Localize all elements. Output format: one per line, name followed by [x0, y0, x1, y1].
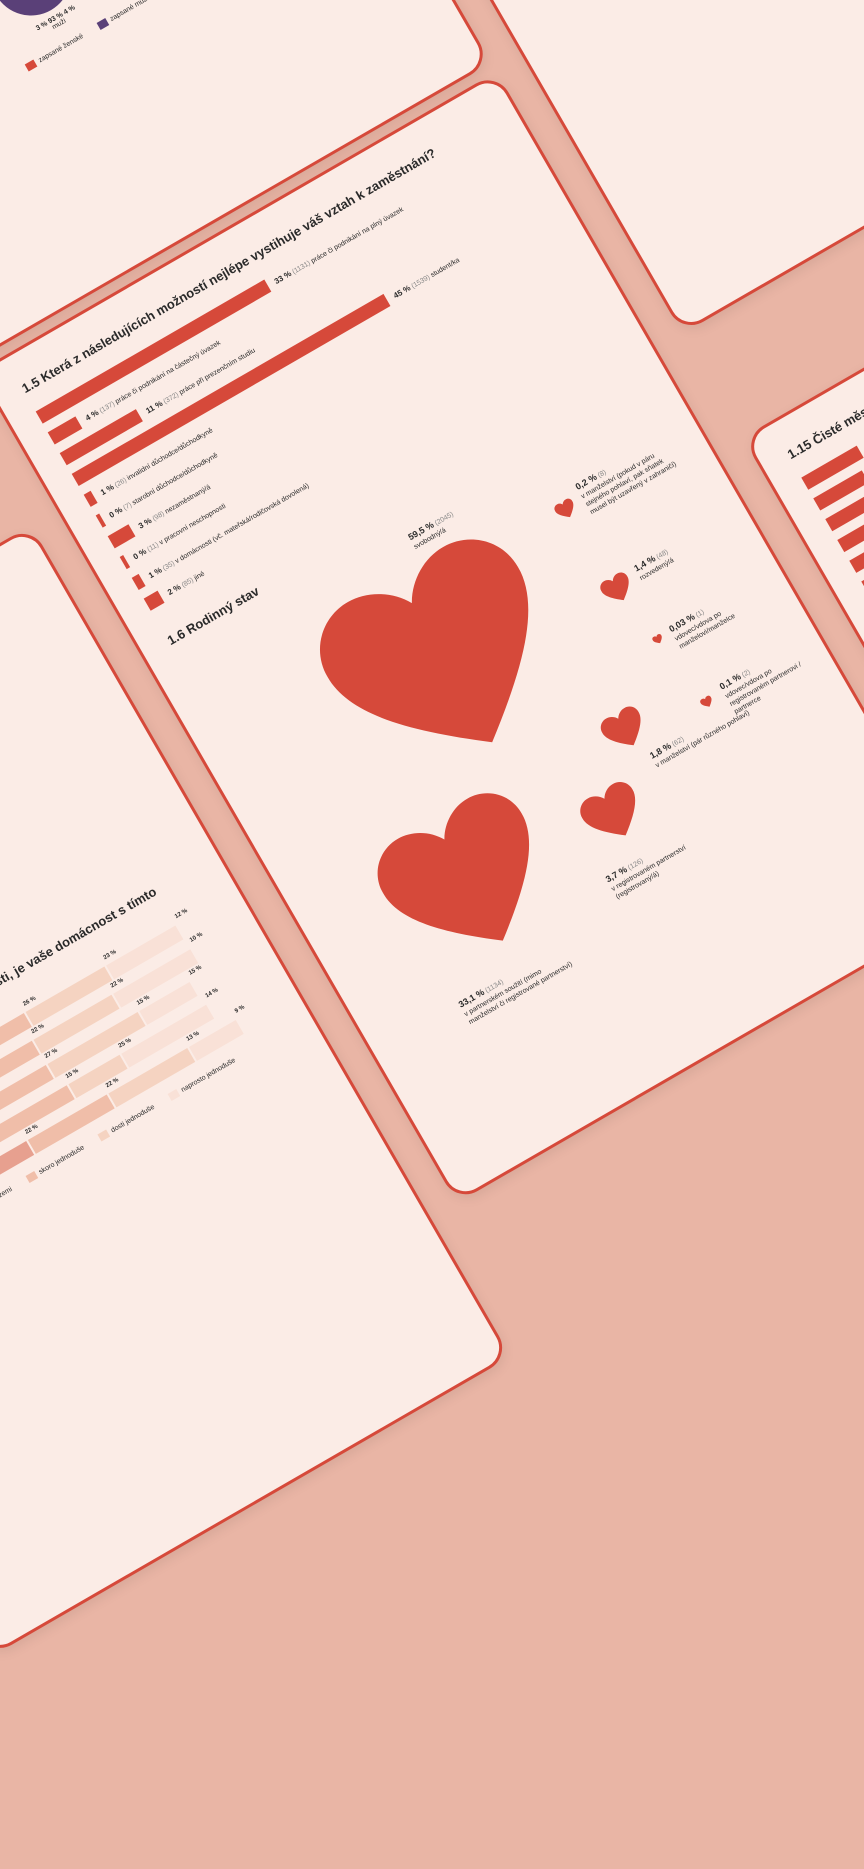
br-bars: 8 % (273) do 10 000 Kč 7 % (237) 10 001–… [801, 209, 864, 594]
heart-icon [575, 777, 657, 861]
heart-icon [597, 703, 657, 765]
legend-item: zapsané mužské [96, 0, 158, 30]
bar-fill [84, 491, 98, 507]
bar-fill [120, 555, 130, 569]
heart-icon [598, 570, 641, 615]
heart-icon [300, 520, 603, 825]
bar-fill [96, 513, 106, 527]
pie-row: 96 % 1 % 3 %ženy 3 % 93 % 4 %muži 0 % 94… [0, 0, 342, 134]
bar-fill [48, 416, 83, 444]
legend-item: s určitými obtížemi [0, 1185, 14, 1228]
bar-label: 2 % (85) jiné [166, 568, 206, 596]
bar-fill [132, 574, 146, 590]
heart-label: 0,1 % (2)vdovec/vdova po registrovaném p… [718, 641, 809, 716]
bar-fill [144, 591, 165, 611]
heart-icon [553, 497, 583, 529]
heart-icon [650, 630, 668, 651]
heart-label: 0,03 % (1)vdovec/vdova po manželovi/manž… [667, 576, 767, 651]
heart-label: 0,2 % (8)v manželství (pokud v páru stej… [574, 429, 687, 517]
stack-seg: 10 % [192, 928, 235, 962]
heart-label: 1,4 % (48)rozvedený/á [632, 546, 675, 583]
stack-seg: 9 % [237, 1001, 277, 1033]
bar-fill [108, 524, 136, 548]
